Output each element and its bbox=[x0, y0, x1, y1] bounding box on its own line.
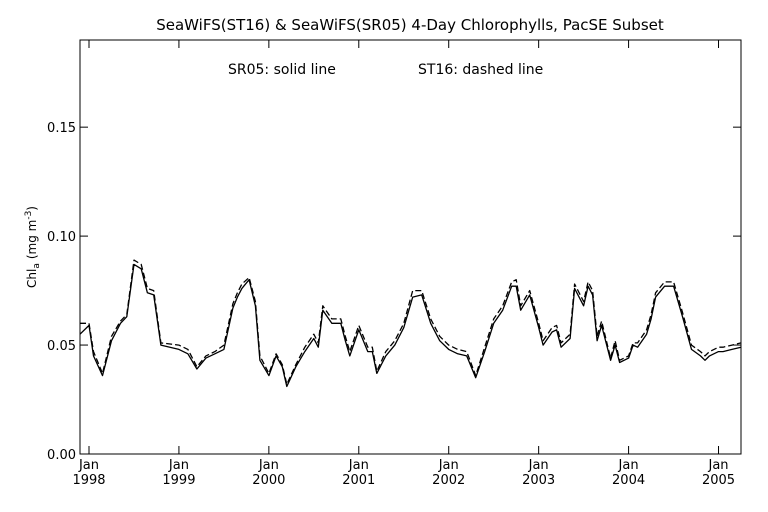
x-tick-label-year: 2004 bbox=[612, 473, 645, 488]
ylabel-sub: a bbox=[32, 263, 42, 269]
x-tick-label-year: 2002 bbox=[432, 473, 465, 488]
y-tick-label: 0.10 bbox=[47, 230, 76, 245]
ylabel-sup: -3 bbox=[24, 211, 34, 220]
series-layer bbox=[79, 259, 742, 388]
x-tick-label-year: 2005 bbox=[702, 473, 735, 488]
x-tick-label-month: Jan bbox=[528, 458, 549, 473]
ylabel-close: ) bbox=[25, 206, 39, 211]
svg-text:Chla(mg m-3): Chla (mg m-3) bbox=[24, 206, 42, 288]
x-tick-label-year: 2000 bbox=[252, 473, 285, 488]
x-tick-label-year: 1998 bbox=[72, 473, 105, 488]
y-tick-label: 0.15 bbox=[47, 121, 76, 136]
x-tick-label-month: Jan bbox=[707, 458, 728, 473]
y-tick-label: 0.00 bbox=[47, 448, 76, 463]
x-tick-label-month: Jan bbox=[438, 458, 459, 473]
x-tick-label-month: Jan bbox=[258, 458, 279, 473]
x-tick-label-month: Jan bbox=[78, 458, 99, 473]
series-line-sr05 bbox=[79, 263, 742, 388]
y-axis-label: Chla (mg m-3) bbox=[24, 206, 42, 288]
x-tick-label-month: Jan bbox=[348, 458, 369, 473]
x-tick-label-month: Jan bbox=[168, 458, 189, 473]
x-tick-label-year: 2003 bbox=[522, 473, 555, 488]
plot-frame bbox=[79, 39, 742, 455]
ylabel-main: Chl bbox=[25, 269, 39, 288]
y-tick-label: 0.05 bbox=[47, 339, 76, 354]
x-tick-label-year: 2001 bbox=[342, 473, 375, 488]
x-tick-label-month: Jan bbox=[618, 458, 639, 473]
series-line-st16 bbox=[80, 259, 742, 385]
annotation-solid: SR05: solid line bbox=[228, 62, 336, 78]
ylabel-unit: (mg m bbox=[25, 220, 39, 260]
x-tick-label-year: 1999 bbox=[162, 473, 195, 488]
annotation-dashed: ST16: dashed line bbox=[418, 62, 543, 78]
chart-title: SeaWiFS(ST16) & SeaWiFS(SR05) 4-Day Chlo… bbox=[156, 16, 664, 34]
x-axis: Jan1998Jan1999Jan2000Jan2001Jan2002Jan20… bbox=[72, 40, 735, 488]
y-axis: 0.00 0.05 0.10 0.15 bbox=[47, 121, 741, 463]
